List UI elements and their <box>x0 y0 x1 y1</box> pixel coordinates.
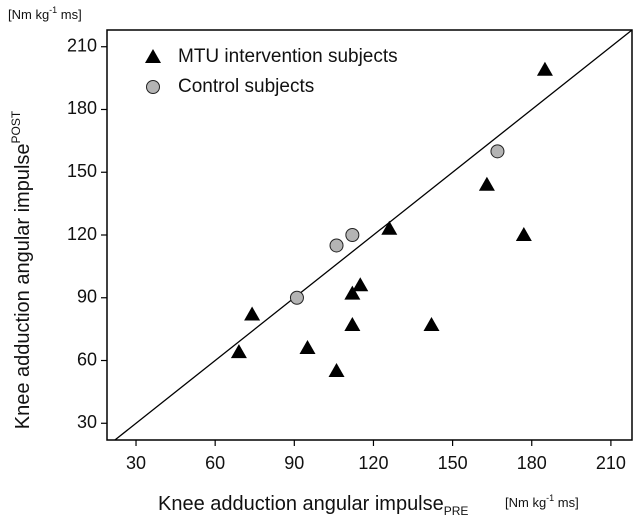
triangle-point <box>244 306 261 321</box>
x-tick-label: 30 <box>126 453 146 473</box>
triangle-point <box>344 316 361 331</box>
x-tick-label: 120 <box>358 453 388 473</box>
circle-point <box>345 228 360 242</box>
y-tick-label: 210 <box>67 35 97 55</box>
triangle-point <box>230 344 247 359</box>
triangle-point <box>515 227 532 241</box>
legend-label: Control subjects <box>178 76 314 97</box>
circle-point <box>329 238 344 253</box>
triangle-point <box>478 176 495 191</box>
x-tick-label: 180 <box>517 453 547 473</box>
triangle-point <box>536 61 553 76</box>
x-axis-label: Knee adduction angular impulsePRE <box>158 493 468 518</box>
triangle-point <box>299 339 316 354</box>
identity-line <box>114 29 633 441</box>
triangle-point <box>352 277 369 292</box>
x-tick-label: 150 <box>438 453 468 473</box>
x-tick-label: 90 <box>284 453 304 473</box>
legend-label: MTU intervention subjects <box>178 46 398 67</box>
x-unit: [Nm kg-1 ms] <box>505 493 579 510</box>
circle-point <box>289 290 304 305</box>
circle-point <box>146 80 160 94</box>
y-tick-label: 150 <box>67 161 97 181</box>
y-tick-label: 90 <box>77 287 97 307</box>
triangle-point <box>381 220 398 235</box>
triangle-point <box>344 285 361 300</box>
y-tick-label: 30 <box>77 412 97 432</box>
circle-point <box>490 144 505 159</box>
y-tick-label: 60 <box>77 349 97 369</box>
y-tick-label: 120 <box>67 224 97 244</box>
y-tick-label: 180 <box>67 98 97 118</box>
triangle-point <box>423 316 440 331</box>
y-unit: [Nm kg-1 ms] <box>8 5 82 22</box>
y-axis-label: Knee adduction angular impulsePOST <box>9 110 34 429</box>
triangle-point <box>145 49 161 63</box>
x-tick-label: 60 <box>205 453 225 473</box>
x-tick-label: 210 <box>596 453 626 473</box>
triangle-point <box>328 362 345 377</box>
